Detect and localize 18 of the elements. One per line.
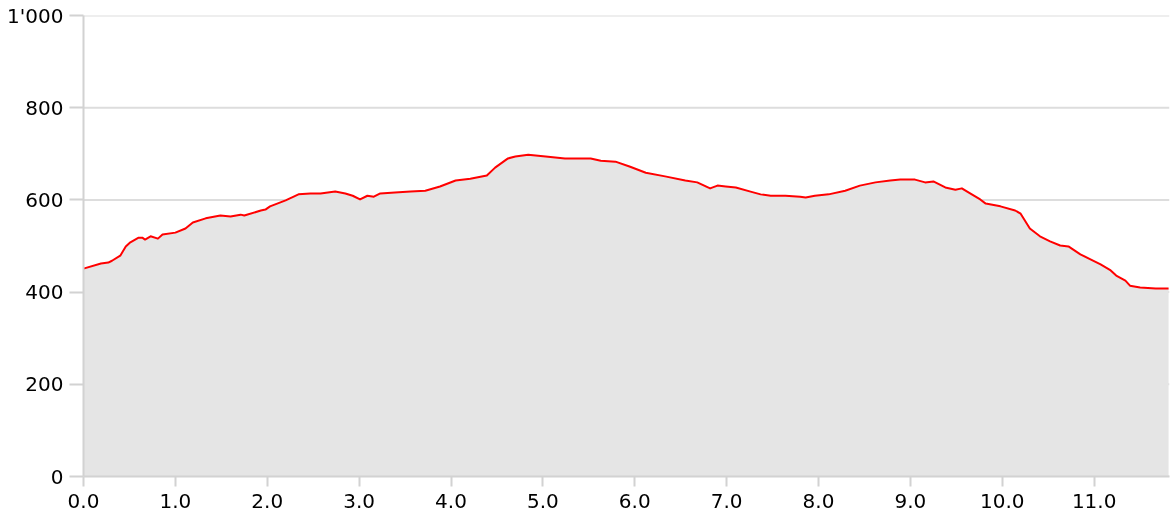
y-tick-label: 1'000: [7, 3, 64, 28]
x-tick-label: 2.0: [251, 488, 284, 513]
x-tick-label: 10.0: [980, 488, 1025, 513]
x-tick-label: 6.0: [618, 488, 651, 513]
x-tick-label: 0.0: [67, 488, 100, 513]
x-tick-label: 3.0: [343, 488, 376, 513]
y-tick-label: 200: [25, 372, 64, 397]
x-tick-label: 7.0: [710, 488, 743, 513]
y-tick-label: 0: [50, 464, 64, 489]
x-tick-label: 8.0: [802, 488, 835, 513]
x-tick-label: 11.0: [1071, 488, 1117, 513]
y-tick-label: 400: [25, 280, 64, 305]
x-tick-label: 4.0: [435, 488, 467, 513]
y-tick-label: 800: [25, 95, 64, 120]
x-tick-label: 9.0: [894, 488, 927, 513]
x-tick-label: 1.0: [159, 488, 192, 513]
y-tick-label: 600: [25, 187, 64, 212]
x-tick-label: 5.0: [526, 488, 559, 513]
